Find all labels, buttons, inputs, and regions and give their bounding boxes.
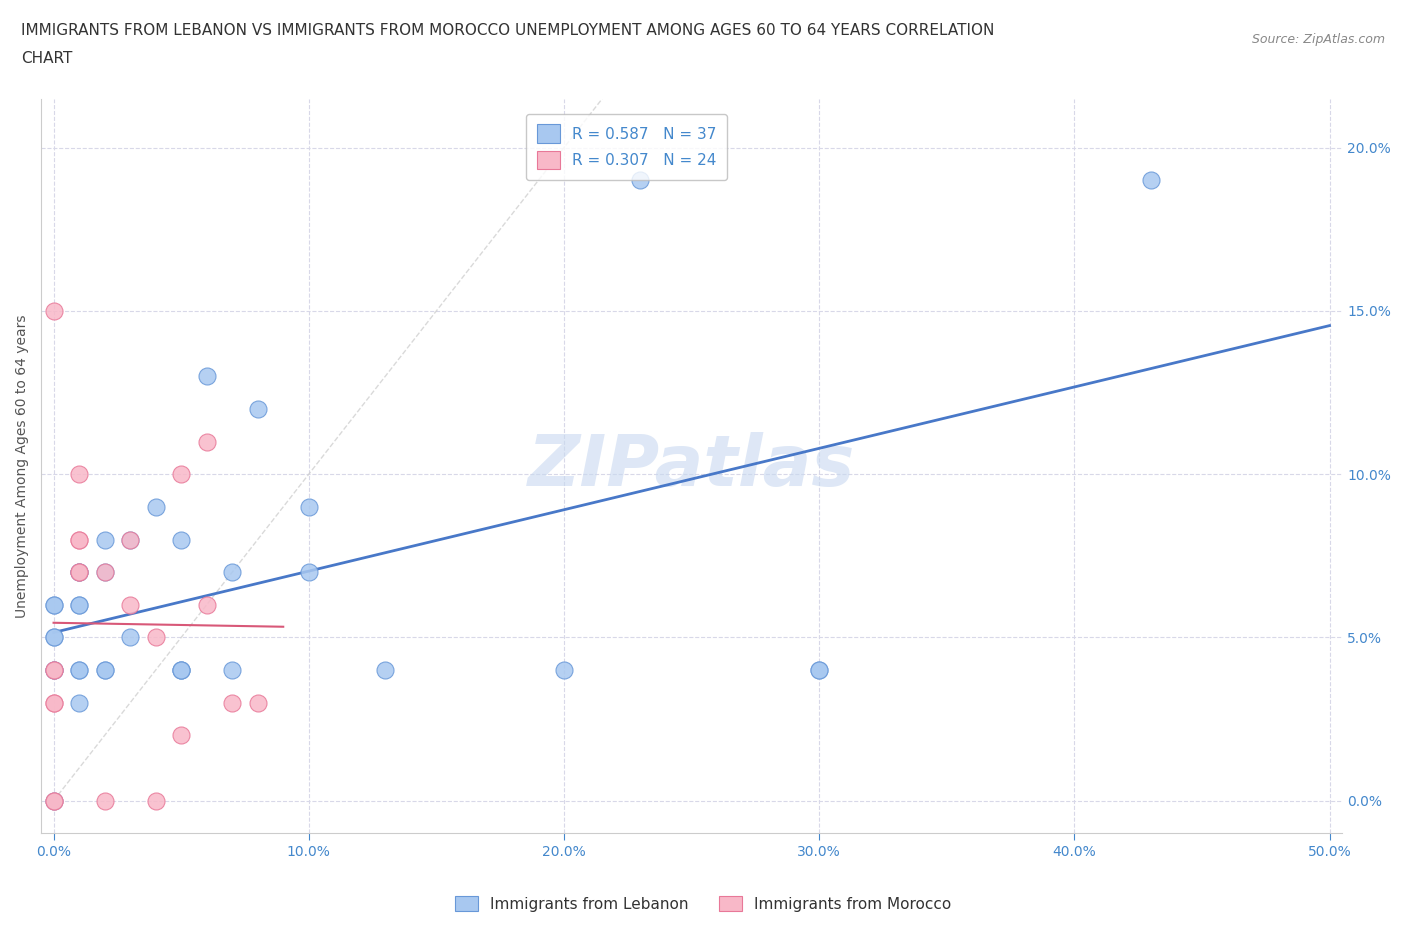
Text: IMMIGRANTS FROM LEBANON VS IMMIGRANTS FROM MOROCCO UNEMPLOYMENT AMONG AGES 60 TO: IMMIGRANTS FROM LEBANON VS IMMIGRANTS FR… <box>21 23 994 38</box>
Point <box>42 630 65 644</box>
Point <box>145 630 167 644</box>
Point <box>67 597 90 612</box>
Point <box>120 630 142 644</box>
Point <box>195 597 218 612</box>
Point <box>630 173 652 188</box>
Text: ZIPatlas: ZIPatlas <box>527 432 855 500</box>
Point <box>42 597 65 612</box>
Point <box>221 663 243 678</box>
Point <box>808 663 831 678</box>
Point <box>808 663 831 678</box>
Point <box>42 630 65 644</box>
Point <box>67 565 90 579</box>
Point <box>170 663 193 678</box>
Point <box>298 565 321 579</box>
Point <box>246 402 269 417</box>
Point <box>221 696 243 711</box>
Point <box>145 793 167 808</box>
Point <box>67 663 90 678</box>
Point <box>120 532 142 547</box>
Text: Source: ZipAtlas.com: Source: ZipAtlas.com <box>1251 33 1385 46</box>
Point <box>42 663 65 678</box>
Point <box>298 499 321 514</box>
Legend: Immigrants from Lebanon, Immigrants from Morocco: Immigrants from Lebanon, Immigrants from… <box>449 889 957 918</box>
Point <box>93 663 115 678</box>
Point <box>93 532 115 547</box>
Point <box>221 565 243 579</box>
Point <box>67 565 90 579</box>
Point <box>42 663 65 678</box>
Point <box>553 663 575 678</box>
Text: CHART: CHART <box>21 51 73 66</box>
Point <box>42 793 65 808</box>
Point <box>93 565 115 579</box>
Point <box>67 597 90 612</box>
Legend: R = 0.587   N = 37, R = 0.307   N = 24: R = 0.587 N = 37, R = 0.307 N = 24 <box>526 113 727 180</box>
Point <box>42 793 65 808</box>
Point <box>93 793 115 808</box>
Point <box>246 696 269 711</box>
Point <box>120 597 142 612</box>
Point <box>42 696 65 711</box>
Point <box>170 663 193 678</box>
Point <box>42 303 65 318</box>
Point <box>93 663 115 678</box>
Point <box>42 663 65 678</box>
Point <box>374 663 396 678</box>
Point <box>195 434 218 449</box>
Point <box>42 696 65 711</box>
Point <box>67 565 90 579</box>
Point <box>67 467 90 482</box>
Point <box>170 532 193 547</box>
Point <box>42 663 65 678</box>
Point <box>170 663 193 678</box>
Point <box>67 532 90 547</box>
Point <box>120 532 142 547</box>
Point <box>170 728 193 743</box>
Point <box>67 565 90 579</box>
Y-axis label: Unemployment Among Ages 60 to 64 years: Unemployment Among Ages 60 to 64 years <box>15 314 30 618</box>
Point <box>93 565 115 579</box>
Point <box>67 532 90 547</box>
Point <box>170 467 193 482</box>
Point <box>195 369 218 384</box>
Point <box>67 663 90 678</box>
Point <box>42 597 65 612</box>
Point <box>42 793 65 808</box>
Point <box>145 499 167 514</box>
Point <box>67 696 90 711</box>
Point <box>1140 173 1163 188</box>
